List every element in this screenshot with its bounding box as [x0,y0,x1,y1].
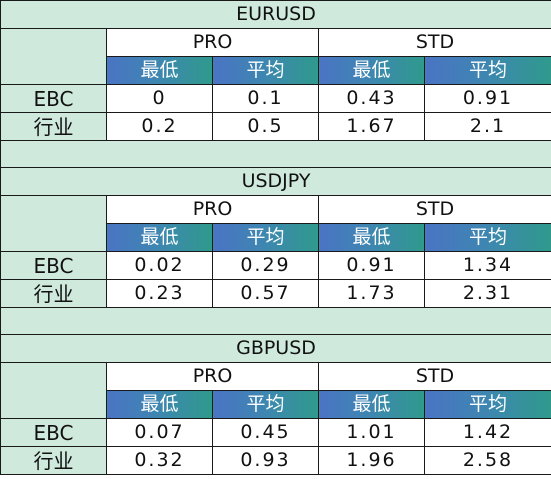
header-avg: 平均 [212,56,319,85]
value-cell: 1.42 [423,418,551,447]
separator-cell [0,307,551,335]
table-row: EBC 0 0.1 0.43 0.91 [0,84,551,113]
group-pro: PRO [106,195,319,224]
value-cell: 0.57 [212,279,319,308]
value-cell: 0.2 [106,112,213,141]
metric-header-row: 最低 平均 最低 平均 [1,223,551,252]
row-label: 行业 [0,446,107,475]
value-cell: 0.02 [106,251,213,280]
group-header-row: PRO STD [0,362,551,419]
header-min: 最低 [318,56,425,85]
value-cell: 0.45 [212,418,319,447]
pair-title-usdjpy: USDJPY [0,167,551,196]
table-row: 行业 0.2 0.5 1.67 2.1 [0,112,551,141]
value-cell: 0.1 [212,84,319,113]
header-min: 最低 [318,223,425,252]
value-cell: 0.5 [212,112,319,141]
table-row: EBC 0.02 0.29 0.91 1.34 [0,251,551,280]
value-cell: 2.31 [423,279,551,308]
header-avg: 平均 [212,223,319,252]
header-avg: 平均 [423,390,551,419]
header-avg: 平均 [423,56,551,85]
row-label: EBC [0,418,107,447]
corner-cell [0,195,107,252]
value-cell: 0.43 [318,84,425,113]
value-cell: 0.93 [212,446,319,475]
row-label: 行业 [0,279,107,308]
value-cell: 0.29 [212,251,319,280]
value-cell: 0.91 [318,251,425,280]
row-label: 行业 [0,112,107,141]
group-pro: PRO [106,362,319,391]
header-avg: 平均 [423,223,551,252]
separator-cell [0,140,551,168]
section-title-row: USDJPY [0,167,551,196]
group-header-row: PRO STD [0,28,551,85]
value-cell: 2.1 [423,112,551,141]
table-row: 行业 0.32 0.93 1.96 2.58 [0,446,551,475]
pair-title-eurusd: EURUSD [0,0,551,29]
separator-row [0,307,551,335]
table-row: EBC 0.07 0.45 1.01 1.42 [0,418,551,447]
value-cell: 1.96 [318,446,425,475]
separator-row [0,140,551,168]
value-cell: 0.91 [423,84,551,113]
value-cell: 1.34 [423,251,551,280]
value-cell: 0.07 [106,418,213,447]
corner-cell [0,362,107,419]
section-title-row: EURUSD [0,0,551,29]
corner-cell [0,28,107,85]
group-header-row: PRO STD [0,195,551,252]
table-row: 行业 0.23 0.57 1.73 2.31 [0,279,551,308]
header-min: 最低 [318,390,425,419]
row-label: EBC [0,84,107,113]
header-min: 最低 [106,223,213,252]
metric-header-row: 最低 平均 最低 平均 [1,56,551,85]
pair-title-gbpusd: GBPUSD [0,334,551,363]
value-cell: 1.67 [318,112,425,141]
value-cell: 0.32 [106,446,213,475]
value-cell: 0 [106,84,213,113]
row-label: EBC [0,251,107,280]
value-cell: 1.73 [318,279,425,308]
group-std: STD [317,362,551,391]
value-cell: 1.01 [318,418,425,447]
header-min: 最低 [106,56,213,85]
group-std: STD [317,195,551,224]
group-pro: PRO [106,28,319,57]
group-std: STD [317,28,551,57]
value-cell: 0.23 [106,279,213,308]
metric-header-row: 最低 平均 最低 平均 [1,390,551,419]
section-title-row: GBPUSD [0,334,551,363]
header-avg: 平均 [212,390,319,419]
header-min: 最低 [106,390,213,419]
value-cell: 2.58 [423,446,551,475]
